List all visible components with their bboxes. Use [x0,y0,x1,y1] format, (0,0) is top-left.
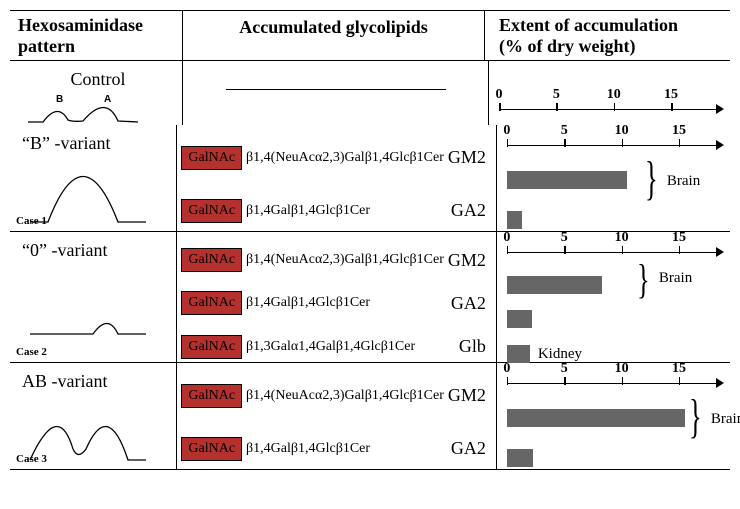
glyco-cell: GalNAcβ1,4(NeuAcα2,3)Galβ1,4Glcβ1CerGM2G… [176,125,497,231]
variant-name: “0” -variant [22,240,172,261]
header-pattern-l1: Hexosaminidase [18,15,143,35]
glyco-abbrev: GM2 [448,147,492,168]
glyco-line: GalNAcβ1,4Galβ1,4Glcβ1Cer GA2 [181,291,492,315]
tissue-label: Brain [667,173,700,190]
header-pattern: Hexosaminidase pattern [10,11,182,60]
brace-icon: } [689,393,702,441]
peak-b-label: B [56,94,63,105]
glyco-line: GalNAcβ1,4(NeuAcα2,3)Galβ1,4Glcβ1CerGM2 [181,384,492,408]
pattern-cell: “B” -variant Case 1 [10,125,176,231]
variant-name: AB -variant [22,371,172,392]
bar [507,171,627,189]
glyco-formula: β1,4Galβ1,4Glcβ1Cer [246,203,370,219]
galnac-box: GalNAc [181,335,242,359]
row-variant: “0” -variantCase 2GalNAcβ1,4(NeuAcα2,3)G… [10,231,730,362]
row-variant: “B” -variantCase 1GalNAcβ1,4(NeuAcα2,3)G… [10,125,730,231]
glyco-formula: β1,3Galα1,4Galβ1,4Glcβ1Cer [246,339,415,355]
tissue-label: Brain [711,411,740,428]
bars-group: }Brain [507,393,724,475]
axis: 051015 [507,238,724,262]
bar-row [507,448,724,468]
galnac-box: GalNAc [181,437,242,461]
tissue-label: Brain [659,270,692,287]
glyco-formula: β1,4(NeuAcα2,3)Galβ1,4Glcβ1Cer [246,388,444,404]
axis: 051015 [507,131,724,155]
extent-cell: 051015} Brain [497,125,730,231]
bar [507,310,532,328]
header-glyco: Accumulated glycolipids [182,11,485,60]
variant-name: “B” -variant [22,133,172,154]
figure-table: Hexosaminidase pattern Accumulated glyco… [10,10,730,470]
bar-row [507,309,724,329]
glyco-abbrev: Glb [459,336,492,357]
extent-control: 051015 [489,61,730,125]
glyco-cell: GalNAcβ1,4(NeuAcα2,3)Galβ1,4Glcβ1CerGM2G… [176,363,497,469]
glyco-abbrev: GA2 [451,293,492,314]
glyco-formula: β1,4(NeuAcα2,3)Galβ1,4Glcβ1Cer [246,150,444,166]
glyco-abbrev: GA2 [451,438,492,459]
glyco-cell: GalNAcβ1,4(NeuAcα2,3)Galβ1,4Glcβ1CerGM2G… [176,232,497,362]
glyco-line: GalNAcβ1,4Galβ1,4Glcβ1Cer GA2 [181,199,492,223]
brace-icon: } [645,155,658,203]
glyco-line: GalNAcβ1,4(NeuAcα2,3)Galβ1,4Glcβ1CerGM2 [181,248,492,272]
axis-control: 051015 [499,95,724,119]
glyco-abbrev: GM2 [448,250,492,271]
bars-group: } Brain [507,155,724,237]
glyco-abbrev: GA2 [451,200,492,221]
extent-cell: 051015 Kidney} Brain [497,232,730,362]
pattern-control: Control B A [10,61,182,125]
header-pattern-l2: pattern [18,36,75,56]
galnac-box: GalNAc [181,146,242,170]
glyco-formula: β1,4(NeuAcα2,3)Galβ1,4Glcβ1Cer [246,252,444,268]
bar-label: Kidney [538,346,582,363]
bar-row [507,210,724,230]
case-label: Case 1 [16,215,47,227]
extent-cell: 051015}Brain [497,363,730,469]
bar [507,409,685,427]
case-label: Case 2 [16,346,47,358]
row-control: Control B A 051015 [10,60,730,125]
header-extent-l2: (% of dry weight) [499,36,635,56]
glyco-formula: β1,4Galβ1,4Glcβ1Cer [246,295,370,311]
galnac-box: GalNAc [181,199,242,223]
header-extent-l1: Extent of accumulation [499,15,678,35]
bars-group: Kidney} Brain [507,262,724,368]
glyco-line: GalNAcβ1,4Galβ1,4Glcβ1Cer GA2 [181,437,492,461]
control-label: Control [18,69,178,90]
glyco-formula: β1,4Galβ1,4Glcβ1Cer [246,441,370,457]
galnac-box: GalNAc [181,384,242,408]
control-dash [226,89,446,90]
glyco-control [182,61,489,125]
pattern-cell: AB -variant Case 3 [10,363,176,469]
variant-curve [18,263,153,343]
bar [507,211,522,229]
header-extent: Extent of accumulation (% of dry weight) [485,11,730,60]
glyco-line: GalNAcβ1,3Galα1,4Galβ1,4Glcβ1Cer Glb [181,335,492,359]
case-label: Case 3 [16,453,47,465]
control-curve: B A [18,92,148,126]
bar [507,276,602,294]
header-row: Hexosaminidase pattern Accumulated glyco… [10,11,730,60]
pattern-cell: “0” -variant Case 2 [10,232,176,362]
peak-a-label: A [104,94,111,105]
bar [507,449,533,467]
glyco-abbrev: GM2 [448,385,492,406]
row-variant: AB -variantCase 3GalNAcβ1,4(NeuAcα2,3)Ga… [10,362,730,469]
galnac-box: GalNAc [181,291,242,315]
glyco-line: GalNAcβ1,4(NeuAcα2,3)Galβ1,4Glcβ1CerGM2 [181,146,492,170]
brace-icon: } [637,260,650,301]
galnac-box: GalNAc [181,248,242,272]
bar [507,345,530,363]
